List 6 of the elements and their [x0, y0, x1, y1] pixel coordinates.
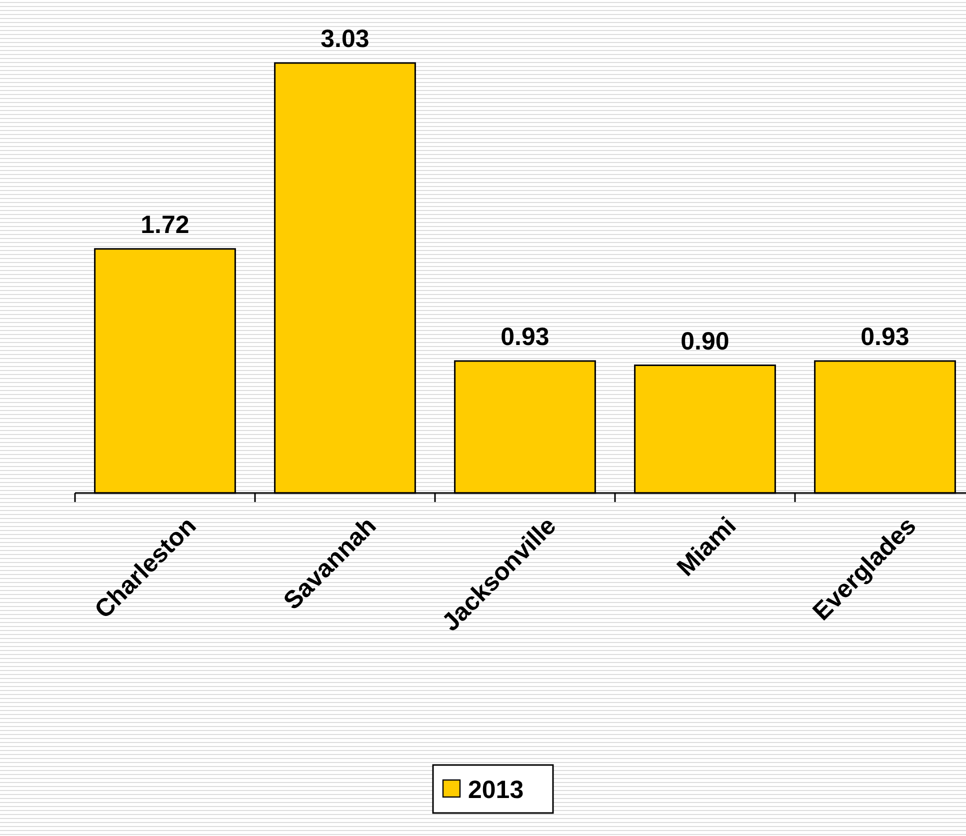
data-label: 1.72	[140, 210, 190, 239]
data-label: 0.90	[680, 327, 730, 356]
data-label: 3.03	[320, 25, 370, 53]
data-label: 0.93	[500, 323, 550, 352]
legend-label: 2013	[468, 776, 524, 804]
data-label: 0.93	[860, 323, 910, 352]
